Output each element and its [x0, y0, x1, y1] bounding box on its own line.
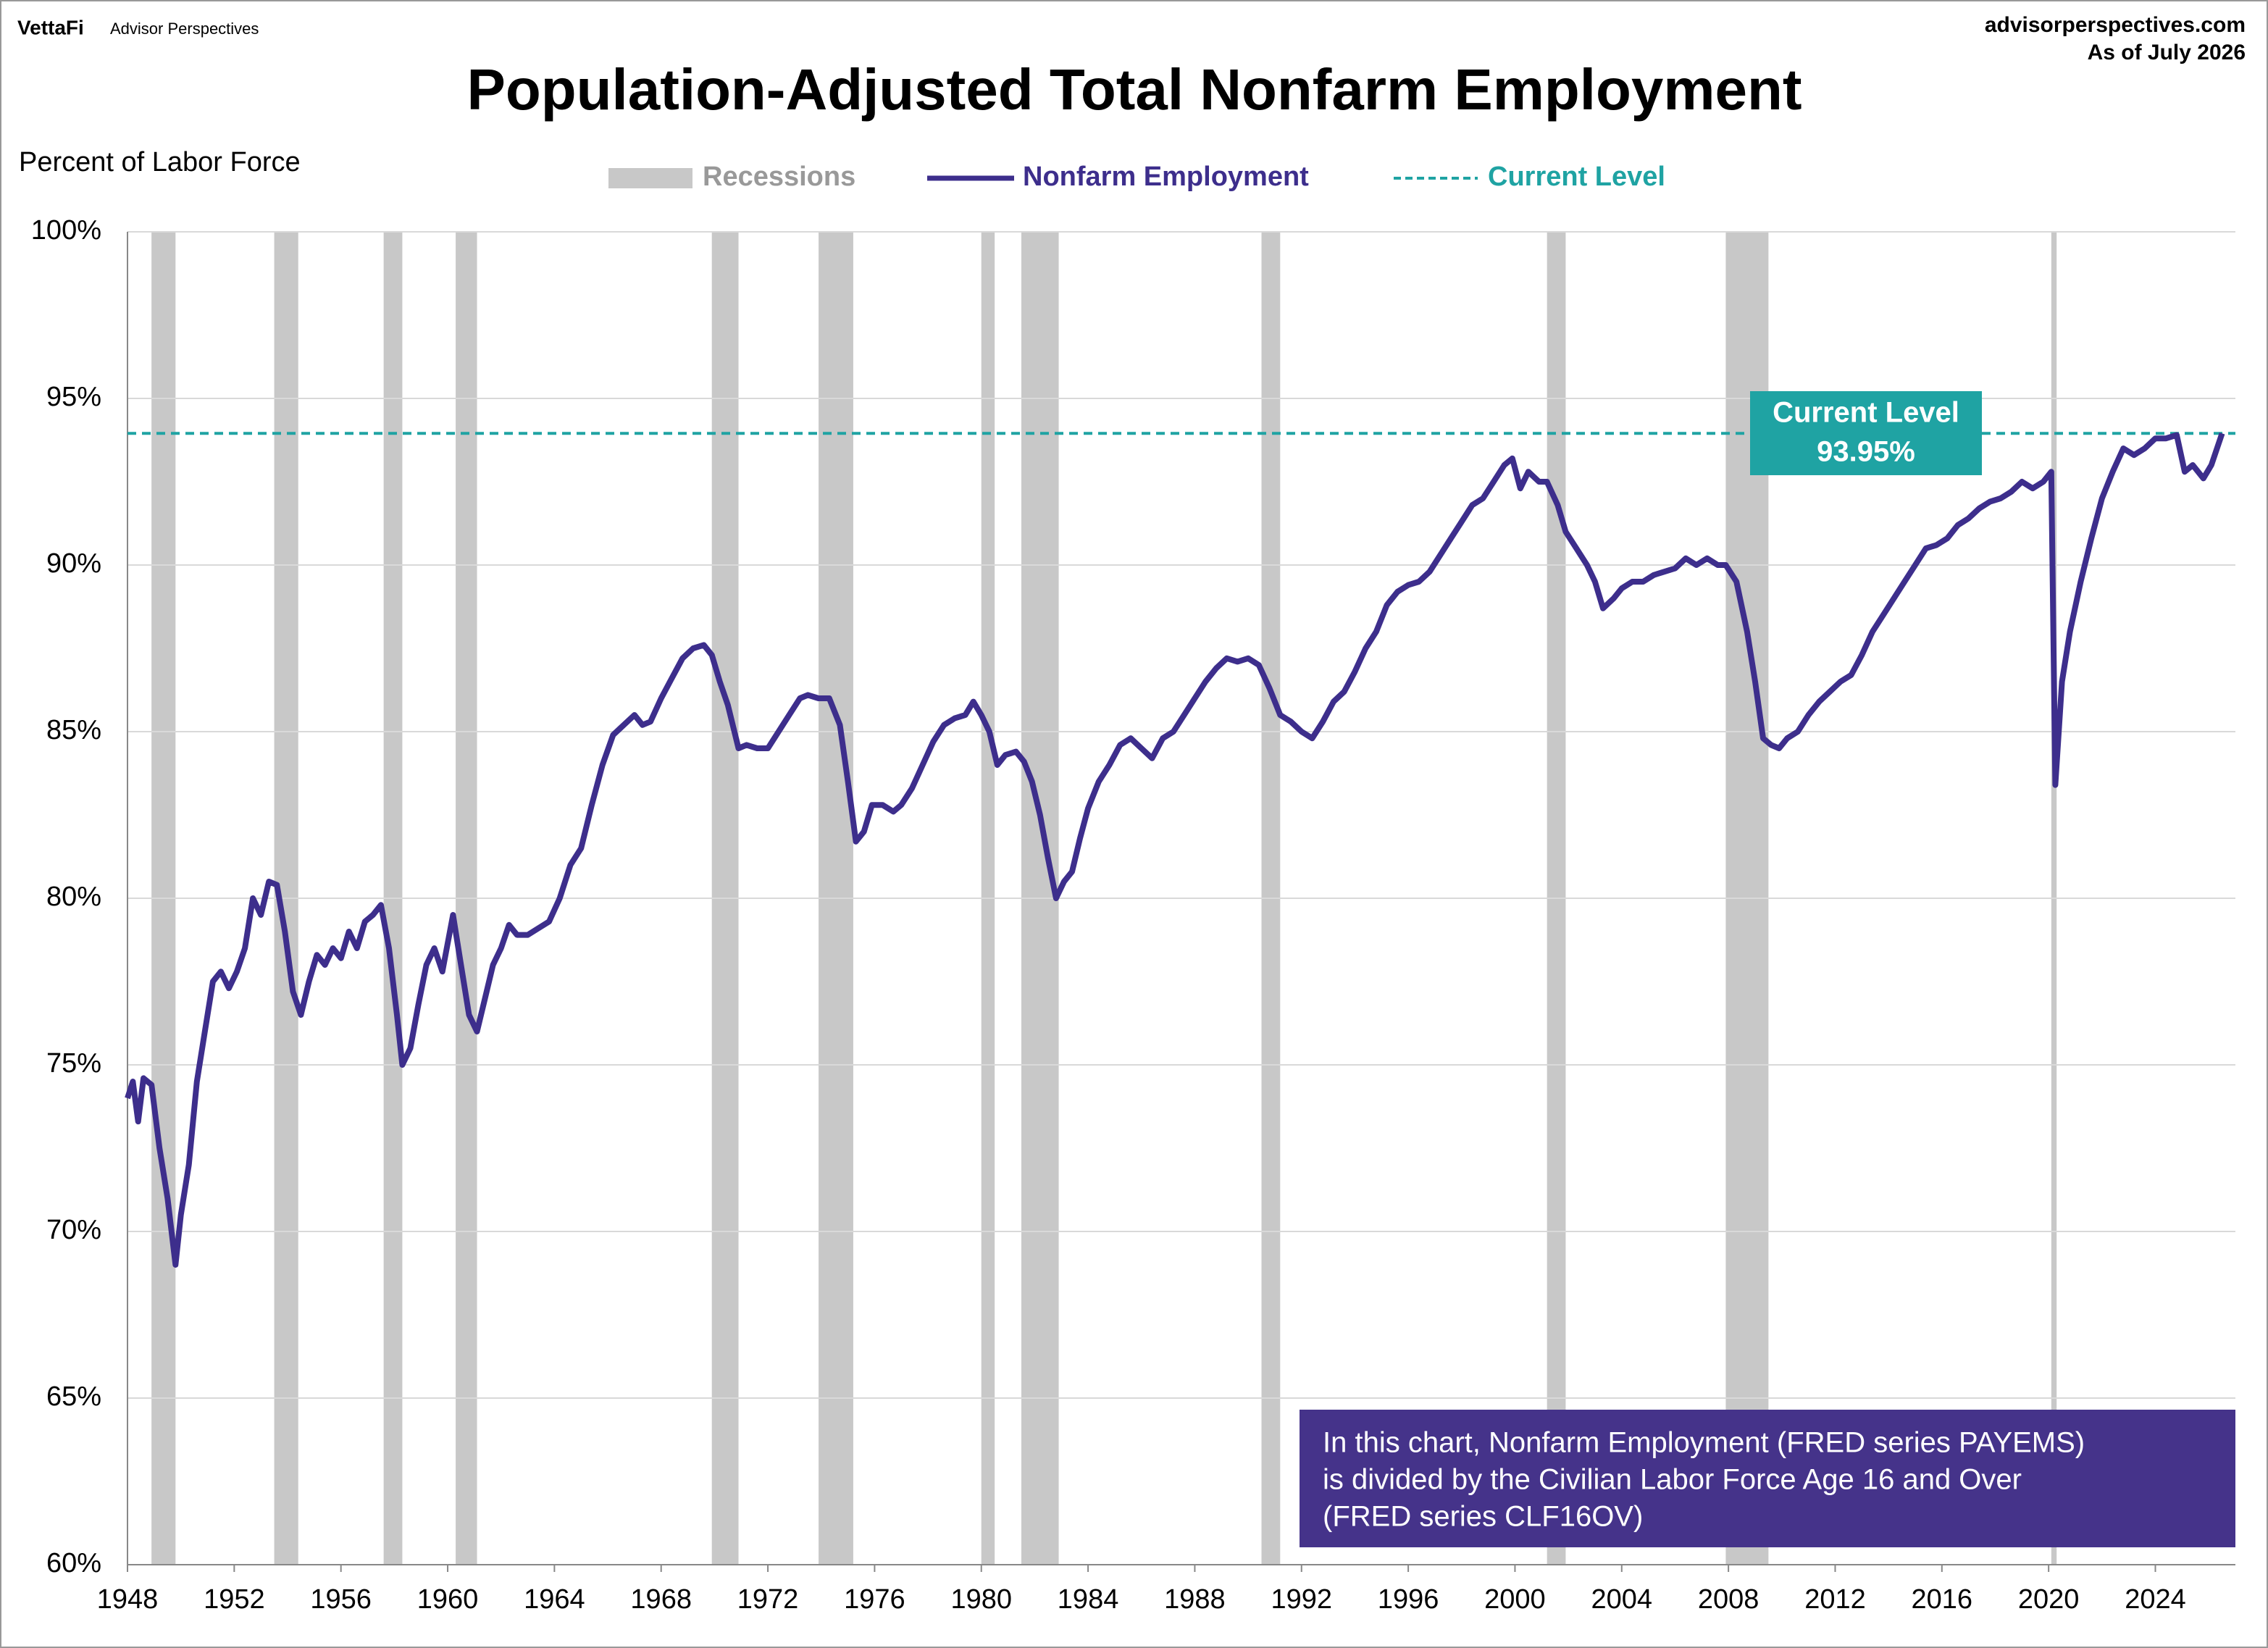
x-tick-label: 2004 [1591, 1584, 1653, 1615]
annotation-box [1750, 391, 1982, 475]
annotation-title: Current Level [1773, 397, 1959, 429]
legend-swatch [608, 168, 692, 188]
site: advisorperspectives.com [1985, 13, 2246, 37]
note-line: In this chart, Nonfarm Employment (FRED … [1323, 1427, 2085, 1459]
y-tick-label: 60% [46, 1548, 101, 1578]
x-tick-label: 1992 [1271, 1584, 1332, 1615]
annotation-value: 93.95% [1817, 436, 1915, 468]
x-tick-label: 2024 [2125, 1584, 2186, 1615]
y-tick-label: 65% [46, 1381, 101, 1412]
sub-brand: Advisor Perspectives [110, 20, 259, 38]
x-tick-label: 1980 [950, 1584, 1012, 1615]
y-tick-label: 85% [46, 715, 101, 745]
chart-title: Population-Adjusted Total Nonfarm Employ… [467, 57, 1802, 122]
x-tick-label: 1968 [630, 1584, 692, 1615]
x-tick-label: 1976 [844, 1584, 905, 1615]
x-tick-label: 2020 [2018, 1584, 2080, 1615]
as-of: As of July 2026 [2088, 41, 2246, 64]
y-tick-label: 75% [46, 1048, 101, 1079]
y-tick-label: 80% [46, 882, 101, 912]
brand: VettaFi [17, 16, 84, 38]
y-axis-label: Percent of Labor Force [19, 147, 301, 177]
note-box [1300, 1410, 2235, 1547]
x-tick-label: 2008 [1698, 1584, 1759, 1615]
note-line: (FRED series CLF16OV) [1323, 1501, 1643, 1533]
x-tick-label: 1956 [310, 1584, 372, 1615]
x-tick-label: 1964 [524, 1584, 585, 1615]
y-tick-label: 100% [31, 215, 101, 246]
x-tick-label: 2000 [1484, 1584, 1546, 1615]
note-line: is divided by the Civilian Labor Force A… [1323, 1464, 2022, 1496]
x-tick-label: 1960 [417, 1584, 479, 1615]
legend-label: Nonfarm Employment [1023, 162, 1309, 192]
legend-label: Recessions [703, 162, 855, 192]
x-tick-label: 2016 [1912, 1584, 1973, 1615]
x-tick-label: 1996 [1378, 1584, 1439, 1615]
x-tick-label: 1984 [1058, 1584, 1119, 1615]
y-tick-label: 90% [46, 548, 101, 579]
x-tick-label: 1948 [97, 1584, 159, 1615]
x-tick-label: 1952 [204, 1584, 265, 1615]
series-line [125, 432, 2225, 1268]
x-tick-label: 2012 [1804, 1584, 1866, 1615]
x-tick-label: 1972 [737, 1584, 799, 1615]
legend-label: Current Level [1488, 162, 1665, 192]
y-tick-label: 70% [46, 1215, 101, 1245]
y-tick-label: 95% [46, 382, 101, 412]
x-tick-label: 1988 [1164, 1584, 1226, 1615]
